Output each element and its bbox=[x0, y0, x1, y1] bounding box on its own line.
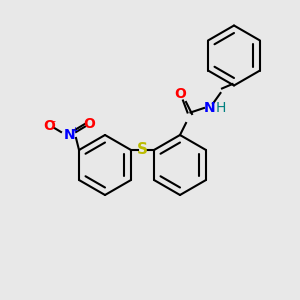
Text: -: - bbox=[52, 116, 56, 127]
Text: H: H bbox=[215, 101, 226, 115]
Text: O: O bbox=[43, 119, 55, 133]
Text: O: O bbox=[84, 118, 95, 131]
Text: N: N bbox=[204, 101, 216, 115]
Text: N: N bbox=[64, 128, 76, 142]
Text: S: S bbox=[137, 142, 148, 158]
Text: +: + bbox=[71, 126, 78, 135]
Text: O: O bbox=[174, 88, 186, 101]
